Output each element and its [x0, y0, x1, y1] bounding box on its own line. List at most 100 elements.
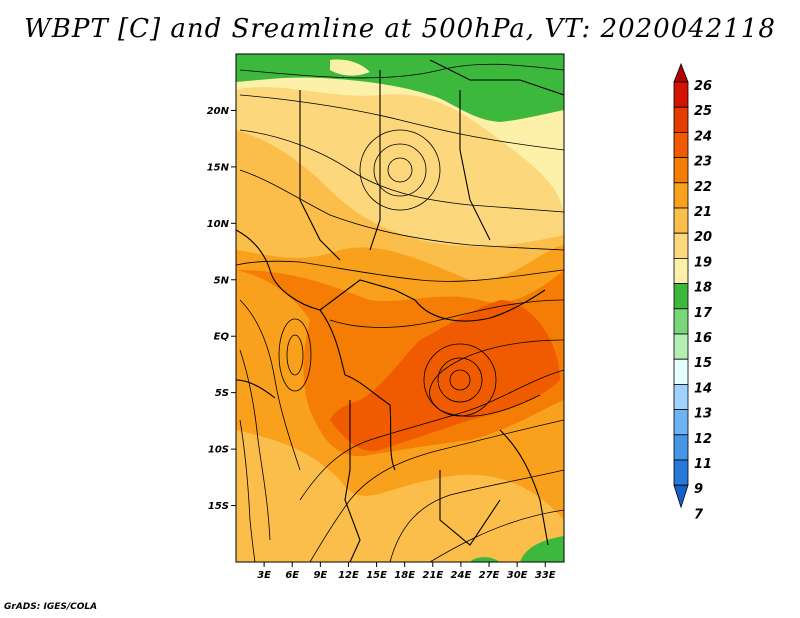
lon-tick-label: 18E: [394, 570, 415, 581]
lon-tick-label: 12E: [338, 570, 359, 581]
colorbar-segment: [673, 182, 689, 209]
streamline: [429, 509, 564, 562]
footer-credit: GrADS: IGES/COLA: [4, 602, 98, 612]
streamline-vortex: [423, 343, 497, 417]
streamline: [429, 339, 564, 417]
colorbar-label: 20: [694, 230, 712, 245]
lat-tick-label: 15N: [207, 162, 230, 173]
lon-tick-label: 27E: [479, 570, 500, 581]
colorbar-label: 9: [694, 482, 703, 497]
streamline: [239, 129, 564, 213]
colorbar-label: 7: [694, 507, 704, 522]
colorbar-segment: [673, 308, 689, 335]
colorbar-segment: [673, 157, 689, 184]
lat-tick-label: 15S: [208, 501, 229, 512]
colorbar-label: 25: [694, 104, 712, 119]
country-border: [344, 374, 396, 471]
lon-tick-label: 33E: [535, 570, 556, 581]
colorbar-segment: [673, 131, 689, 158]
streamline: [239, 169, 564, 251]
colorbar-segment: [673, 81, 689, 108]
country-border: [299, 90, 341, 261]
streamline: [299, 369, 564, 501]
colorbar-label: 17: [694, 306, 713, 321]
lat-tick-label: EQ: [214, 332, 230, 343]
colorbar-label: 12: [694, 432, 712, 447]
lon-tick-label: 6E: [285, 570, 299, 581]
colorbar-label: 22: [694, 180, 712, 195]
colorbar-label: 21: [694, 205, 712, 220]
chart-title: WBPT [C] and Sreamline at 500hPa, VT: 20…: [24, 14, 776, 44]
streamline: [239, 94, 564, 151]
streamline: [239, 419, 256, 562]
colorbar-label: 24: [694, 129, 712, 144]
streamline: [236, 260, 564, 282]
colorbar-segment: [673, 383, 689, 410]
colorbar-bottom-arrow: [673, 484, 689, 509]
colorbar-segment: [673, 409, 689, 436]
lon-tick-label: 9E: [313, 570, 327, 581]
streamline: [239, 349, 271, 541]
streamline: [239, 299, 301, 471]
colorbar-label: 13: [694, 407, 712, 422]
streamline: [239, 63, 564, 79]
colorbar-segment: [673, 358, 689, 385]
lon-tick-label: 15E: [366, 570, 387, 581]
country-border: [236, 229, 346, 376]
colorbar-segment: [673, 106, 689, 133]
streamline-vortex: [449, 369, 471, 391]
lat-tick-label: 5S: [215, 388, 229, 399]
wbpt-18-patch-north: [330, 59, 370, 76]
colorbar-label: 14: [694, 381, 712, 396]
colorbar-segment: [673, 232, 689, 259]
colorbar-label: 18: [694, 281, 712, 296]
wbpt-17-region-south: [520, 536, 564, 562]
colorbar-label: 11: [694, 457, 712, 472]
country-border: [499, 429, 549, 546]
map-frame: [235, 53, 565, 563]
lat-tick-label: 10S: [208, 445, 229, 456]
wbpt-shading: [236, 54, 564, 562]
streamline: [329, 299, 564, 328]
streamlines: [236, 63, 564, 562]
colorbar-segment: [673, 283, 689, 310]
country-borders: [236, 59, 564, 562]
colorbar-segment: [673, 459, 689, 486]
streamline-vortex: [373, 143, 427, 197]
country-border: [429, 59, 564, 96]
lon-tick-label: 21E: [422, 570, 443, 581]
colorbar-label: 23: [694, 155, 712, 170]
lat-tick-label: 5N: [214, 275, 230, 286]
streamline-vortex: [359, 129, 441, 211]
longitude-axis: 3E 6E 9E 12E 15E 18E 21E 24E 27E 30E 33E: [257, 562, 556, 581]
country-border: [319, 279, 416, 311]
country-border: [236, 379, 276, 399]
colorbar-segment: [673, 333, 689, 360]
lon-tick-label: 30E: [507, 570, 528, 581]
streamline: [389, 469, 564, 562]
streamline: [309, 419, 564, 562]
colorbar-segment: [673, 257, 689, 284]
colorbar-label: 19: [694, 255, 712, 270]
colorbar-segment: [673, 434, 689, 461]
colorbar-segment: [673, 207, 689, 234]
country-border: [414, 289, 546, 322]
wbpt-17-patch-south: [470, 557, 500, 562]
colorbar-top-arrow: [673, 62, 689, 83]
lon-tick-label: 24E: [451, 570, 472, 581]
colorbar-label: 15: [694, 356, 712, 371]
wbpt-23-core: [330, 300, 560, 451]
streamline-vortex: [437, 357, 483, 403]
lon-tick-label: 3E: [257, 570, 271, 581]
colorbar-label: 16: [694, 331, 712, 346]
lat-tick-label: 10N: [207, 219, 230, 230]
lat-tick-label: 20N: [207, 106, 230, 117]
country-border: [369, 70, 381, 251]
streamline-vortex: [387, 157, 413, 183]
streamline-vortex: [278, 318, 312, 392]
colorbar: 26 25 24 23 22 21 20 19 18 17 16 15 14 13 12 11 9 7: [673, 62, 713, 522]
wbpt-17-region-north: [236, 54, 564, 122]
country-border: [344, 400, 361, 562]
country-border: [459, 90, 491, 241]
